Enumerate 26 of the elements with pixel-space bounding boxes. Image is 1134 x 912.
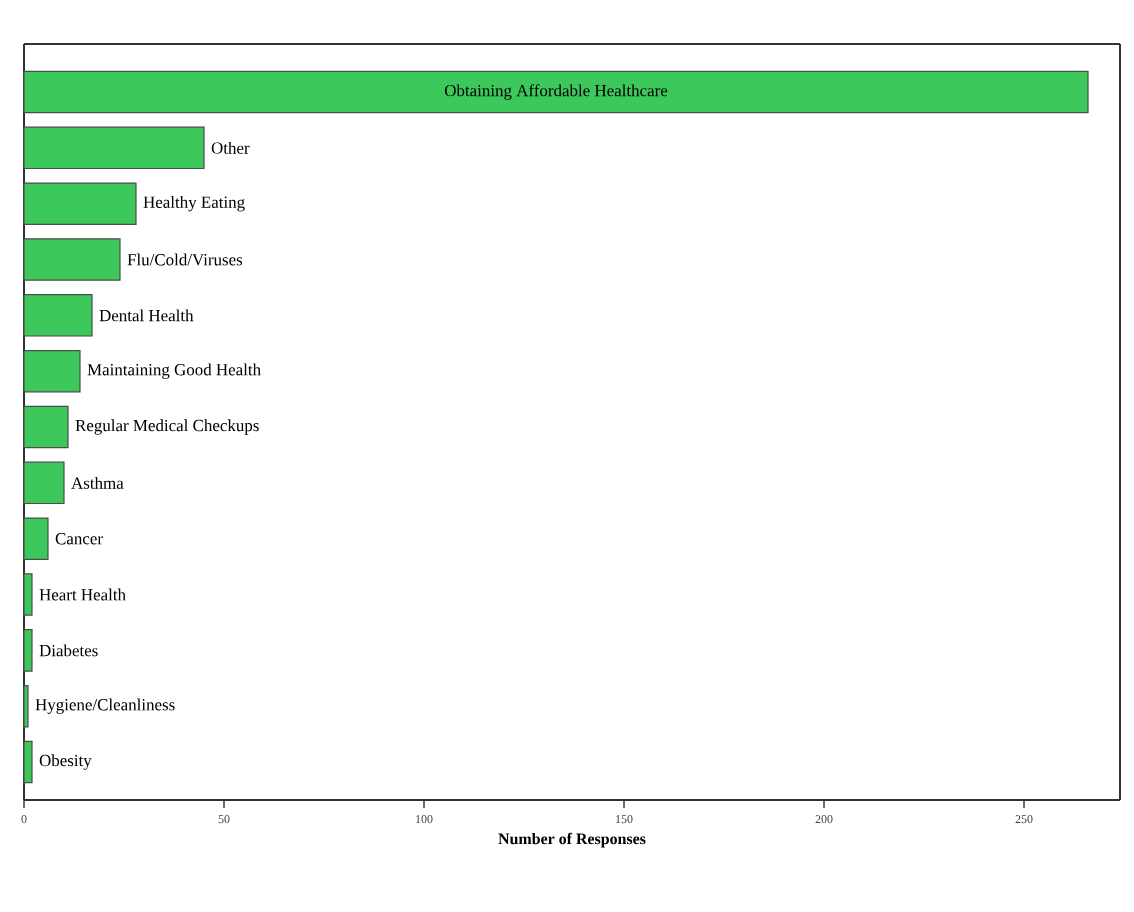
bar xyxy=(23,629,33,672)
bar xyxy=(23,517,49,560)
y-tick-label: Flu/Cold/Viruses xyxy=(127,253,243,266)
y-tick-label: Diabetes xyxy=(39,644,98,657)
bar xyxy=(23,461,65,505)
y-tick-label: Obtaining Affordable Healthcare xyxy=(444,84,668,100)
bar xyxy=(23,70,1089,114)
y-tick-label: Dental Health xyxy=(99,309,194,322)
bar xyxy=(23,684,29,728)
bar xyxy=(23,182,137,225)
y-tick-label: Obesity xyxy=(39,754,92,770)
bar xyxy=(23,405,69,449)
y-tick-label: Cancer xyxy=(55,533,103,545)
y-tick-label: Regular Medical Checkups xyxy=(75,419,259,435)
y-tick-label: Heart Health xyxy=(39,588,126,601)
y-tick-label: Maintaining Good Health xyxy=(87,363,261,379)
bar xyxy=(23,740,33,784)
y-tick-label: Asthma xyxy=(71,476,124,489)
y-tick-label: Healthy Eating xyxy=(143,195,245,212)
y-tick-label: Hygiene/Cleanliness xyxy=(35,698,175,714)
bar xyxy=(23,573,33,616)
bar xyxy=(23,126,205,170)
bar xyxy=(23,349,81,393)
bar xyxy=(23,294,93,337)
bar xyxy=(23,238,121,281)
y-tick-label: Other xyxy=(211,141,250,154)
